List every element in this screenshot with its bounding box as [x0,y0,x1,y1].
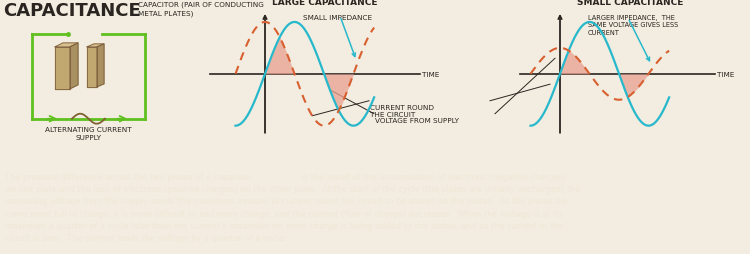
Text: CAPACITANCE: CAPACITANCE [3,2,141,20]
Text: TIME: TIME [717,72,734,77]
Text: CURRENT ROUND
THE CIRCUIT: CURRENT ROUND THE CIRCUIT [370,104,434,118]
Text: SMALL IMPEDANCE: SMALL IMPEDANCE [303,15,372,21]
Text: ALTERNATING CURRENT
SUPPLY: ALTERNATING CURRENT SUPPLY [45,126,131,140]
Text: LARGER IMPEDANCE,  THE
SAME VOLTAGE GIVES LESS
CURRENT: LARGER IMPEDANCE, THE SAME VOLTAGE GIVES… [588,15,678,36]
Text: LARGE CAPACITANCE: LARGE CAPACITANCE [272,0,378,7]
Text: CAPACITOR (PAIR OF CONDUCTING
METAL PLATES): CAPACITOR (PAIR OF CONDUCTING METAL PLAT… [138,2,264,17]
Polygon shape [70,44,78,89]
Polygon shape [87,45,104,48]
Text: TIME: TIME [422,72,439,77]
Text: The pressure difference across the two plates of a capacitor                   i: The pressure difference across the two p… [5,172,580,242]
Polygon shape [55,44,78,48]
Polygon shape [55,48,70,89]
Polygon shape [97,45,104,87]
Text: VOLTAGE FROM SUPPLY: VOLTAGE FROM SUPPLY [375,117,459,123]
Text: SMALL CAPACITANCE: SMALL CAPACITANCE [577,0,683,7]
Polygon shape [87,48,97,87]
